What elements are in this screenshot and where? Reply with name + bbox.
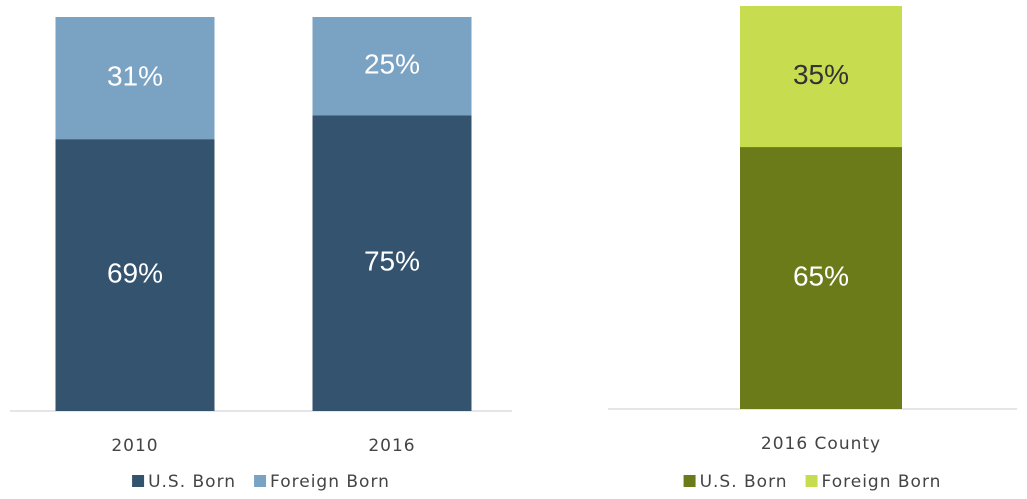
legend-label: U.S. Born bbox=[148, 472, 236, 492]
bar-segment bbox=[55, 17, 215, 140]
bar-segment bbox=[55, 139, 215, 411]
legend-swatch bbox=[132, 475, 145, 487]
legend-label: Foreign Born bbox=[822, 472, 942, 492]
value-label: 31% bbox=[107, 60, 163, 91]
bar-segment bbox=[312, 115, 472, 411]
bar-segment bbox=[312, 17, 472, 116]
legend-label: Foreign Born bbox=[270, 472, 390, 492]
value-label: 75% bbox=[364, 246, 420, 277]
value-label: 35% bbox=[793, 59, 849, 90]
legend-label: U.S. Born bbox=[700, 472, 788, 492]
legend-swatch bbox=[254, 475, 267, 487]
bar-segment bbox=[740, 147, 902, 410]
bar-segment bbox=[740, 6, 902, 148]
x-tick-label: 2016 County bbox=[761, 434, 881, 454]
value-label: 65% bbox=[793, 260, 849, 291]
legend-swatch bbox=[683, 475, 696, 487]
x-tick-label: 2010 bbox=[111, 436, 158, 456]
x-tick-label: 2016 bbox=[368, 436, 415, 456]
legend-swatch bbox=[805, 475, 818, 487]
value-label: 25% bbox=[364, 49, 420, 80]
value-label: 69% bbox=[107, 257, 163, 288]
